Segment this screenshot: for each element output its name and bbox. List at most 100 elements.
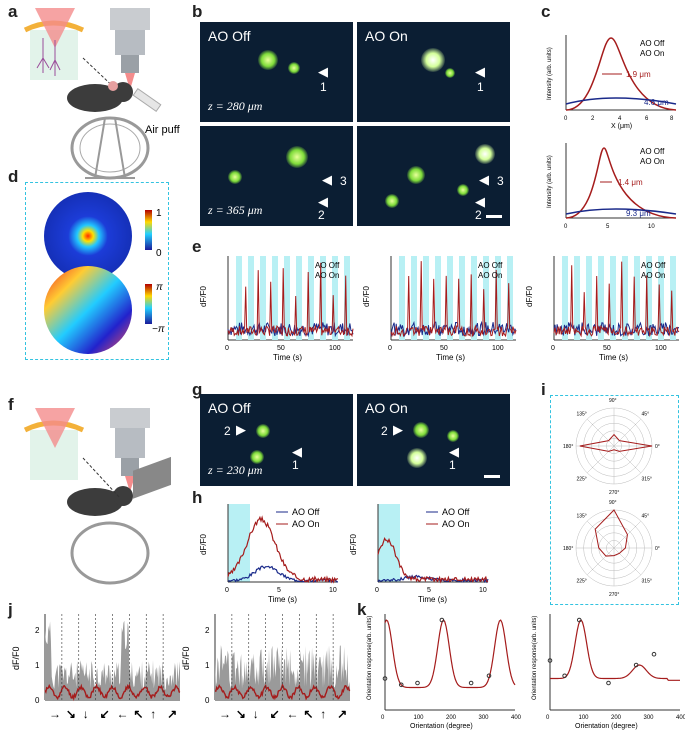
tick-label: Time (s) bbox=[599, 353, 628, 362]
polar-response bbox=[579, 433, 653, 452]
legend-on: AO On bbox=[640, 49, 664, 58]
data-point bbox=[468, 680, 474, 686]
stimulus-band bbox=[586, 256, 592, 340]
title-ao-on: AO On bbox=[365, 400, 408, 416]
tick-label: 135° bbox=[576, 513, 586, 519]
tick-label: Orientation response(arb. units) bbox=[367, 616, 373, 700]
tick-label: AO Off bbox=[315, 261, 340, 270]
panel-label-a: a bbox=[8, 2, 18, 21]
legend-off: AO Off bbox=[640, 147, 665, 156]
arrow-icon: ◀ bbox=[318, 64, 328, 79]
tick-label: 0 bbox=[375, 587, 379, 594]
tick: 0 bbox=[564, 116, 568, 122]
tick-label: ← bbox=[287, 707, 299, 721]
panel-label-j: j bbox=[8, 600, 13, 619]
stimulus-band bbox=[507, 256, 513, 340]
tick-label: AO On bbox=[641, 271, 665, 280]
panel-label-h: h bbox=[192, 488, 203, 507]
tick-label: 0° bbox=[655, 444, 660, 450]
stimulus-band bbox=[320, 256, 326, 340]
cell-label-3: 3 bbox=[497, 174, 504, 188]
panel-label-b: b bbox=[192, 2, 203, 21]
stimulus-band bbox=[634, 256, 640, 340]
tick-label: AO On bbox=[478, 271, 502, 280]
stimulus-band bbox=[296, 256, 302, 340]
stimulus-band bbox=[344, 256, 350, 340]
stimulus-band bbox=[272, 256, 278, 340]
tick-label: AO On bbox=[292, 519, 320, 529]
tick-label: 100 bbox=[655, 345, 667, 352]
tick-label: 100 bbox=[492, 345, 504, 352]
tick-label: dF/F0 bbox=[199, 286, 208, 307]
tick: 2 bbox=[591, 116, 595, 122]
tick-label: 10 bbox=[479, 587, 487, 594]
data-point bbox=[382, 676, 388, 681]
trace-ao-on bbox=[390, 261, 517, 338]
legend-on: AO On bbox=[640, 157, 664, 166]
data-point bbox=[633, 662, 639, 668]
data-point bbox=[415, 680, 420, 686]
trace-ao-on bbox=[227, 515, 339, 584]
tick-label: AO On bbox=[442, 519, 470, 529]
fitted-tuning-curve bbox=[549, 619, 680, 681]
micrograph-b-off-top: AO Off ◀ 1 z = 280 μm bbox=[200, 22, 353, 122]
stimulus-band bbox=[447, 256, 453, 340]
tick-label: 1 bbox=[205, 661, 210, 670]
title-ao-off: AO Off bbox=[208, 400, 251, 416]
tick-label: ↗ bbox=[337, 707, 347, 721]
polar-spoke bbox=[586, 445, 615, 474]
arrow-icon: ◀ bbox=[475, 194, 485, 209]
tick-label: ↗ bbox=[167, 707, 177, 721]
tick-label: 0 bbox=[35, 696, 40, 705]
tick: 10 bbox=[648, 224, 655, 230]
stimulus-band bbox=[622, 256, 628, 340]
scale-bar bbox=[484, 475, 500, 478]
stimulus-band bbox=[308, 256, 314, 340]
tick-label: 225° bbox=[576, 477, 586, 483]
tick-label: Time (s) bbox=[418, 595, 447, 604]
panel-label-k: k bbox=[357, 600, 367, 619]
tick-label: 200 bbox=[611, 715, 622, 721]
cell-label-2: 2 bbox=[318, 208, 325, 222]
stimulus-band bbox=[399, 256, 405, 340]
stimulus-band bbox=[598, 256, 604, 340]
trace-ao-on bbox=[227, 262, 354, 338]
polar-spoke bbox=[586, 520, 615, 549]
tick-label: 100 bbox=[414, 715, 425, 721]
tick-label: ↘ bbox=[236, 707, 246, 721]
tick-label: 90° bbox=[609, 500, 617, 506]
legend-off: AO Off bbox=[640, 39, 665, 48]
cell-label-1: 1 bbox=[449, 458, 456, 472]
tick-label: → bbox=[219, 707, 231, 721]
tick-label: 0 bbox=[381, 715, 385, 721]
trace-ao-off bbox=[553, 320, 680, 337]
tick-label: 0 bbox=[225, 587, 229, 594]
arrow-icon: ◀ bbox=[318, 194, 328, 209]
mean-response bbox=[214, 683, 351, 701]
stimulus-band bbox=[471, 256, 477, 340]
fwhm-off-bottom: 9.3 μm bbox=[626, 209, 651, 218]
micrograph-b-on-bottom: ◀ 3 ◀ 2 bbox=[357, 126, 510, 226]
phase-max: π bbox=[156, 282, 163, 293]
stimulus-band bbox=[332, 256, 338, 340]
tick-label: 300 bbox=[479, 715, 490, 721]
stimulus-band bbox=[459, 256, 465, 340]
stimulus-band bbox=[574, 256, 580, 340]
stimulus-band bbox=[610, 256, 616, 340]
tick-label: 45° bbox=[642, 411, 650, 417]
amplitude-map: 1 0 π −π bbox=[44, 192, 165, 354]
stimulus-band bbox=[236, 256, 242, 340]
tick-label: 50 bbox=[440, 345, 448, 352]
tick-label: 100 bbox=[329, 345, 341, 352]
data-point bbox=[547, 658, 553, 663]
tick-label: 2 bbox=[35, 626, 40, 635]
tick-label: 5 bbox=[277, 587, 281, 594]
data-point bbox=[486, 673, 492, 679]
stimulus-band bbox=[228, 504, 250, 582]
cell-label-2: 2 bbox=[475, 208, 482, 222]
data-point bbox=[439, 617, 445, 623]
panel-i-frame bbox=[550, 395, 679, 605]
cell-label-3: 3 bbox=[340, 174, 347, 188]
arrow-icon: ◀ bbox=[292, 444, 302, 459]
orientation-tuning-k: 0 100 200 300 400 Orientation (degree) Orienta… bbox=[367, 614, 685, 730]
